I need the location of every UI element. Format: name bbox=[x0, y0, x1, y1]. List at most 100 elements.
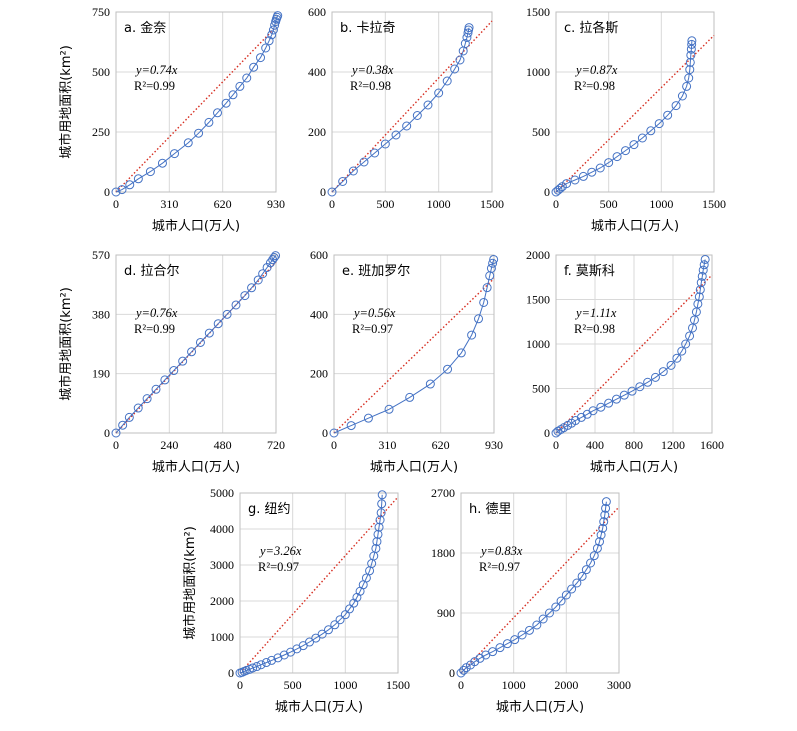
y-tick-label: 2000 bbox=[210, 594, 234, 608]
y-tick-label: 5000 bbox=[210, 486, 234, 500]
data-point bbox=[264, 36, 274, 46]
chart-panel-4: 0 240 480 720 0 190 380 570 d. 拉合尔 y=0.76x R²=0.99… bbox=[58, 248, 285, 475]
r-squared: R²=0.98 bbox=[350, 79, 391, 93]
data-point bbox=[561, 590, 571, 600]
data-point bbox=[204, 328, 214, 338]
data-point bbox=[687, 36, 697, 46]
x-axis-label: 城市人口(万人) bbox=[275, 699, 363, 715]
data-point bbox=[502, 639, 512, 649]
data-point bbox=[340, 610, 350, 620]
data-point bbox=[249, 62, 259, 72]
data-point bbox=[604, 158, 614, 168]
data-point bbox=[612, 152, 622, 162]
y-tick-label: 500 bbox=[532, 125, 550, 139]
data-point bbox=[348, 166, 358, 176]
data-point bbox=[204, 117, 214, 127]
x-tick-label: 1600 bbox=[700, 438, 724, 452]
data-point bbox=[231, 300, 241, 310]
data-point bbox=[488, 258, 498, 268]
fit-line bbox=[239, 496, 399, 674]
x-axis-label: 城市人口(万人) bbox=[496, 699, 584, 715]
data-point bbox=[489, 254, 499, 264]
fit-equation: y=0.87x bbox=[574, 63, 618, 77]
data-point bbox=[488, 647, 498, 657]
data-point bbox=[267, 655, 277, 665]
y-tick-label: 200 bbox=[308, 125, 326, 139]
data-point bbox=[195, 337, 205, 347]
y-tick-label: 0 bbox=[544, 426, 550, 440]
x-tick-label: 1200 bbox=[661, 438, 685, 452]
data-point bbox=[405, 392, 415, 402]
data-point bbox=[442, 76, 452, 86]
y-tick-label: 600 bbox=[308, 5, 326, 19]
data-point bbox=[271, 251, 281, 261]
data-point bbox=[627, 386, 637, 396]
data-point bbox=[124, 412, 134, 422]
data-point bbox=[434, 88, 444, 98]
y-tick-label: 380 bbox=[92, 307, 110, 321]
data-point bbox=[654, 119, 664, 129]
data-point bbox=[463, 28, 473, 38]
data-point bbox=[142, 394, 152, 404]
data-point bbox=[567, 584, 577, 594]
data-point bbox=[697, 271, 707, 281]
data-point bbox=[194, 128, 204, 138]
data-point bbox=[695, 285, 705, 295]
plot-frame bbox=[460, 492, 620, 674]
data-point bbox=[118, 420, 128, 430]
data-point bbox=[577, 571, 587, 581]
plot-frame bbox=[239, 492, 399, 674]
chart-panel-5: 0 310 620 930 0 200 400 600 e. 班加罗尔 y=0.56x R²=0.9… bbox=[310, 248, 503, 475]
data-point bbox=[619, 390, 629, 400]
fit-equation: y=0.83x bbox=[479, 544, 523, 558]
data-point bbox=[261, 658, 271, 668]
y-axis-label: 城市用地面积(km²) bbox=[58, 287, 74, 401]
data-point bbox=[595, 537, 605, 547]
data-point bbox=[133, 174, 143, 184]
y-tick-label: 570 bbox=[92, 248, 110, 262]
y-tick-label: 3000 bbox=[210, 558, 234, 572]
x-tick-label: 0 bbox=[237, 678, 243, 692]
r-squared: R²=0.97 bbox=[352, 322, 393, 336]
data-point bbox=[671, 101, 681, 111]
data-point bbox=[375, 515, 385, 525]
data-point bbox=[495, 643, 505, 653]
data-point bbox=[699, 260, 709, 270]
data-point bbox=[601, 497, 611, 507]
data-point bbox=[588, 406, 598, 416]
data-point bbox=[658, 367, 668, 377]
data-point bbox=[464, 23, 474, 33]
x-tick-label: 240 bbox=[160, 438, 178, 452]
data-point bbox=[459, 665, 469, 675]
x-tick-label: 1000 bbox=[333, 678, 357, 692]
data-point bbox=[685, 65, 695, 75]
data-point bbox=[125, 180, 135, 190]
data-point bbox=[380, 139, 390, 149]
fit-equation: y=3.26x bbox=[258, 544, 302, 558]
data-point bbox=[151, 384, 161, 394]
data-point bbox=[450, 64, 460, 74]
data-point bbox=[402, 121, 412, 131]
data-point bbox=[482, 283, 492, 293]
x-tick-label: 500 bbox=[376, 197, 394, 211]
x-tick-label: 0 bbox=[553, 197, 559, 211]
y-tick-label: 1000 bbox=[210, 630, 234, 644]
x-axis-label: 城市人口(万人) bbox=[370, 459, 458, 475]
data-point bbox=[338, 177, 348, 186]
x-axis-label: 城市人口(万人) bbox=[590, 459, 678, 475]
data-point bbox=[562, 179, 572, 189]
x-tick-label: 310 bbox=[378, 438, 396, 452]
data-point bbox=[279, 650, 289, 660]
data-point bbox=[456, 668, 466, 678]
x-tick-label: 1500 bbox=[480, 197, 504, 211]
data-point bbox=[330, 620, 340, 630]
data-point bbox=[595, 163, 605, 173]
data-point bbox=[169, 149, 179, 159]
x-tick-label: 400 bbox=[586, 438, 604, 452]
data-point bbox=[532, 620, 542, 630]
r-squared: R²=0.99 bbox=[134, 79, 175, 93]
data-point bbox=[391, 130, 401, 140]
x-tick-label: 620 bbox=[214, 197, 232, 211]
data-point bbox=[555, 183, 565, 193]
data-point bbox=[133, 403, 143, 413]
